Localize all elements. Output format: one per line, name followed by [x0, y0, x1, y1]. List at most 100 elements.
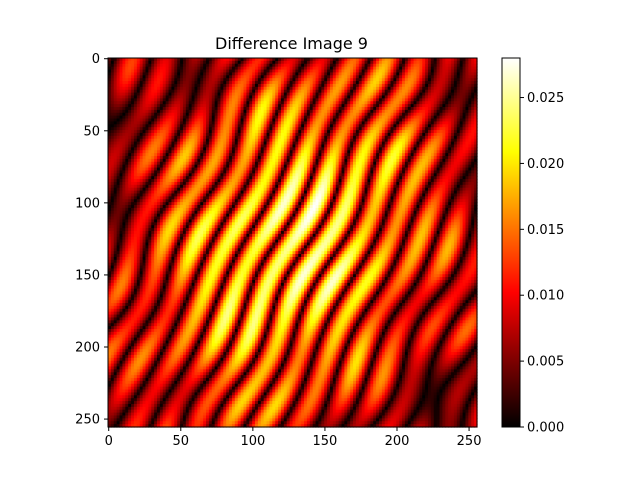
- heatmap-cell: [445, 72, 449, 76]
- heatmap-cell: [174, 78, 178, 82]
- heatmap-cell: [453, 63, 458, 68]
- heatmap-cell: [439, 69, 443, 74]
- heatmap-cell: [157, 86, 161, 91]
- heatmap-cell: [358, 58, 363, 62]
- heatmap-cell: [162, 104, 167, 108]
- heatmap-cell: [203, 63, 207, 68]
- heatmap-cell: [376, 78, 380, 82]
- heatmap-cell: [180, 107, 184, 111]
- heatmap-cell: [312, 107, 317, 111]
- heatmap-cell: [361, 104, 366, 108]
- heatmap-cell: [136, 66, 141, 71]
- heatmap-image-group: [108, 58, 478, 428]
- heatmap-cell: [197, 81, 201, 85]
- heatmap-cell: [335, 104, 340, 108]
- heatmap-cell: [292, 86, 296, 91]
- heatmap-cell: [381, 83, 386, 88]
- heatmap-cell: [139, 60, 144, 65]
- heatmap-cell: [416, 92, 420, 97]
- heatmap-cell: [327, 58, 331, 62]
- heatmap-cell: [177, 104, 181, 108]
- heatmap-cell: [433, 109, 438, 114]
- heatmap-cell: [131, 72, 135, 76]
- heatmap-cell: [182, 86, 187, 91]
- heatmap-cell: [255, 81, 259, 85]
- heatmap-cell: [154, 58, 158, 62]
- heatmap-cell: [191, 89, 196, 94]
- heatmap-cell: [367, 83, 371, 88]
- heatmap-cell: [278, 101, 282, 105]
- heatmap-cell: [453, 83, 458, 88]
- heatmap-cell: [151, 60, 155, 65]
- heatmap-cell: [304, 95, 308, 99]
- heatmap-cell: [456, 58, 461, 62]
- heatmap-cell: [387, 75, 392, 79]
- heatmap-cell: [393, 69, 397, 74]
- heatmap-cell: [396, 109, 400, 114]
- heatmap-cell: [468, 92, 472, 97]
- heatmap-cell: [119, 112, 124, 117]
- heatmap-cell: [459, 101, 464, 105]
- heatmap-cell: [327, 69, 331, 74]
- heatmap-cell: [278, 72, 282, 76]
- heatmap-cell: [188, 63, 193, 68]
- heatmap-cell: [471, 78, 475, 82]
- heatmap-cell: [422, 89, 426, 94]
- heatmap-cell: [338, 66, 343, 71]
- heatmap-cell: [332, 81, 337, 85]
- heatmap-cell: [347, 60, 351, 65]
- heatmap-cell: [180, 86, 184, 91]
- heatmap-cell: [373, 81, 377, 85]
- heatmap-cell: [468, 104, 472, 108]
- heatmap-cell: [373, 101, 377, 105]
- heatmap-cell: [180, 58, 184, 62]
- heatmap-cell: [148, 81, 152, 85]
- heatmap-cell: [465, 72, 469, 76]
- heatmap-cell: [419, 86, 423, 91]
- heatmap-cell: [422, 92, 426, 97]
- heatmap-cell: [468, 60, 472, 65]
- heatmap-cell: [214, 72, 219, 76]
- heatmap-cell: [108, 107, 112, 111]
- heatmap-cell: [430, 69, 435, 74]
- heatmap-cell: [229, 112, 233, 117]
- heatmap-cell: [165, 66, 170, 71]
- heatmap-cell: [142, 112, 147, 117]
- heatmap-cell: [174, 112, 178, 117]
- heatmap-cell: [332, 86, 337, 91]
- heatmap-cell: [347, 104, 351, 108]
- heatmap-cell: [378, 98, 383, 102]
- heatmap-cell: [289, 98, 294, 102]
- heatmap-cell: [301, 63, 305, 68]
- heatmap-cell: [266, 81, 271, 85]
- heatmap-cell: [295, 104, 299, 108]
- heatmap-cell: [272, 112, 276, 117]
- heatmap-cell: [116, 86, 121, 91]
- heatmap-cell: [122, 63, 126, 68]
- heatmap-cell: [384, 83, 389, 88]
- heatmap-cell: [171, 86, 175, 91]
- heatmap-cell: [471, 104, 475, 108]
- heatmap-cell: [396, 81, 400, 85]
- heatmap-cell: [165, 78, 170, 82]
- heatmap-cell: [275, 109, 279, 114]
- heatmap-cell: [275, 95, 279, 99]
- heatmap-cell: [211, 112, 216, 117]
- heatmap-cell: [231, 95, 236, 99]
- heatmap-cell: [113, 81, 118, 85]
- heatmap-cell: [289, 83, 294, 88]
- heatmap-cell: [246, 66, 250, 71]
- heatmap-cell: [174, 98, 178, 102]
- heatmap-cell: [220, 109, 224, 114]
- heatmap-cell: [269, 104, 273, 108]
- heatmap-cell: [376, 60, 380, 65]
- heatmap-cell: [341, 66, 345, 71]
- heatmap-cell: [451, 63, 455, 68]
- heatmap-cell: [280, 101, 285, 105]
- heatmap-cell: [171, 83, 175, 88]
- heatmap-cell: [448, 78, 452, 82]
- heatmap-cell: [165, 60, 170, 65]
- heatmap-cell: [154, 89, 158, 94]
- heatmap-cell: [200, 95, 204, 99]
- heatmap-cell: [223, 112, 227, 117]
